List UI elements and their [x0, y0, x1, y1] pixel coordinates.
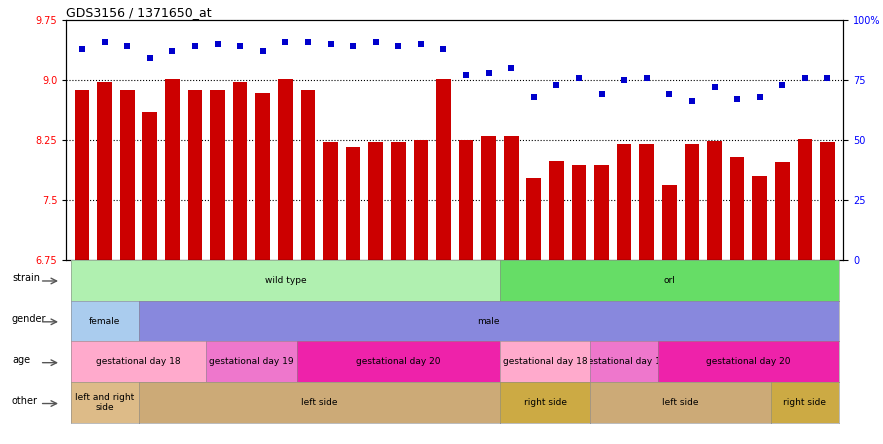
- Bar: [187, 90, 202, 260]
- Text: right side: right side: [524, 398, 567, 407]
- Bar: [233, 82, 247, 260]
- Point: [820, 74, 834, 81]
- Text: left and right
side: left and right side: [75, 393, 134, 412]
- Text: left side: left side: [301, 398, 337, 407]
- Bar: [368, 142, 383, 260]
- Bar: [752, 176, 767, 260]
- Bar: [526, 178, 541, 260]
- Text: GDS3156 / 1371650_at: GDS3156 / 1371650_at: [66, 6, 212, 19]
- Bar: [571, 166, 586, 260]
- Point: [798, 74, 812, 81]
- Text: wild type: wild type: [265, 276, 306, 285]
- Bar: [300, 90, 315, 260]
- Point: [414, 40, 428, 48]
- Bar: [210, 90, 225, 260]
- Bar: [504, 136, 518, 260]
- Bar: [729, 157, 744, 260]
- Bar: [775, 162, 789, 260]
- Point: [481, 69, 495, 76]
- Bar: [481, 136, 496, 260]
- Point: [97, 38, 111, 45]
- Point: [278, 38, 292, 45]
- Bar: [549, 162, 563, 260]
- Text: gender: gender: [12, 314, 47, 324]
- Text: other: other: [12, 396, 38, 406]
- Bar: [255, 93, 270, 260]
- Point: [436, 45, 450, 52]
- Point: [707, 83, 721, 91]
- Point: [210, 40, 224, 48]
- Text: strain: strain: [12, 273, 40, 283]
- Point: [188, 43, 202, 50]
- Bar: [594, 166, 609, 260]
- Text: gestational day 20: gestational day 20: [706, 357, 790, 366]
- Point: [346, 43, 360, 50]
- Text: left side: left side: [662, 398, 698, 407]
- Bar: [684, 144, 699, 260]
- Point: [301, 38, 315, 45]
- Point: [617, 76, 631, 83]
- Bar: [120, 90, 134, 260]
- Point: [594, 91, 608, 98]
- Bar: [346, 147, 360, 260]
- Bar: [323, 142, 338, 260]
- Point: [323, 40, 337, 48]
- Point: [572, 74, 586, 81]
- Bar: [617, 144, 631, 260]
- Bar: [97, 82, 112, 260]
- Text: male: male: [478, 317, 500, 325]
- Text: gestational day 20: gestational day 20: [356, 357, 441, 366]
- Bar: [413, 140, 428, 260]
- Text: gestational day 19: gestational day 19: [582, 357, 667, 366]
- Point: [504, 64, 518, 71]
- Text: female: female: [89, 317, 120, 325]
- Bar: [142, 112, 157, 260]
- Bar: [391, 142, 405, 260]
- Point: [752, 93, 766, 100]
- Text: gestational day 18: gestational day 18: [96, 357, 181, 366]
- Bar: [458, 140, 473, 260]
- Bar: [707, 141, 722, 260]
- Point: [685, 98, 699, 105]
- Point: [459, 71, 473, 79]
- Text: gestational day 19: gestational day 19: [209, 357, 294, 366]
- Point: [391, 43, 405, 50]
- Point: [233, 43, 247, 50]
- Point: [775, 81, 789, 88]
- Point: [368, 38, 382, 45]
- Point: [165, 48, 179, 55]
- Point: [256, 48, 270, 55]
- Point: [662, 91, 676, 98]
- Text: right side: right side: [783, 398, 826, 407]
- Bar: [75, 90, 89, 260]
- Bar: [662, 186, 676, 260]
- Text: gestational day 18: gestational day 18: [502, 357, 587, 366]
- Point: [527, 93, 541, 100]
- Point: [639, 74, 653, 81]
- Bar: [820, 142, 834, 260]
- Bar: [278, 79, 292, 260]
- Bar: [639, 144, 654, 260]
- Bar: [436, 79, 451, 260]
- Point: [120, 43, 134, 50]
- Text: orl: orl: [663, 276, 675, 285]
- Bar: [797, 139, 812, 260]
- Point: [75, 45, 89, 52]
- Point: [549, 81, 563, 88]
- Point: [143, 55, 157, 62]
- Text: age: age: [12, 355, 30, 365]
- Bar: [165, 79, 180, 260]
- Point: [730, 95, 744, 103]
